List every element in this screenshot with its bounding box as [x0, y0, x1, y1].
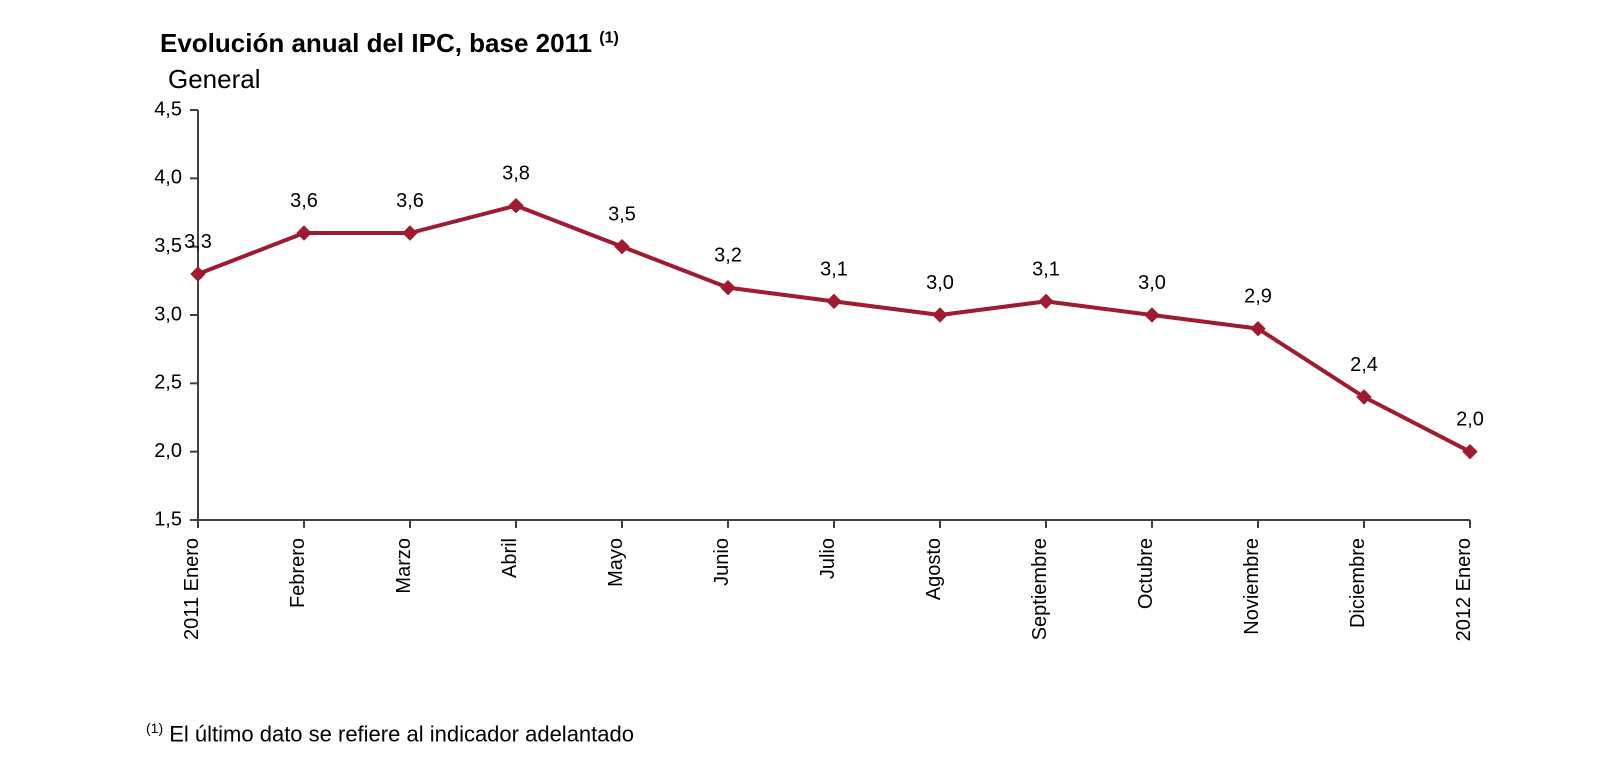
data-label: 3,1 [1032, 258, 1060, 280]
x-tick-label: Febrero [287, 538, 309, 608]
data-marker [721, 281, 735, 295]
y-tick-label: 2,5 [154, 372, 182, 394]
x-tick-label: Julio [817, 538, 839, 579]
data-label: 3,1 [820, 258, 848, 280]
x-tick-label: Abril [499, 538, 521, 578]
data-label: 3,0 [926, 272, 954, 294]
y-tick-label: 4,0 [154, 167, 182, 189]
x-tick-label: Marzo [393, 538, 415, 594]
data-marker [509, 199, 523, 213]
chart-title-superscript: (1) [599, 29, 619, 46]
x-tick-label: Mayo [605, 538, 627, 587]
y-tick-label: 3,0 [154, 303, 182, 325]
footnote-text: El último dato se refiere al indicador a… [169, 721, 634, 746]
chart-title-text: Evolución anual del IPC, base 2011 [160, 28, 592, 58]
y-tick-label: 2,0 [154, 440, 182, 462]
data-label: 2,4 [1350, 354, 1378, 376]
data-label: 2,0 [1456, 409, 1484, 431]
data-label: 3,2 [714, 245, 742, 267]
data-label: 3,6 [290, 190, 318, 212]
x-tick-label: Diciembre [1347, 538, 1369, 628]
data-marker [297, 226, 311, 240]
y-tick-label: 4,5 [154, 100, 182, 120]
x-tick-label: 2011 Enero [181, 538, 203, 640]
chart-subtitle: General [168, 64, 261, 95]
chart-title: Evolución anual del IPC, base 2011 (1) [160, 28, 619, 59]
data-marker [615, 240, 629, 254]
x-tick-label: Septiembre [1029, 538, 1051, 640]
data-label: 3,5 [608, 204, 636, 226]
line-chart: 1,5 2,0 2,5 3,0 3,5 4,0 4,5 2011 Enero Febrero Ma… [110, 100, 1520, 700]
data-marker [1145, 308, 1159, 322]
data-marker [403, 226, 417, 240]
data-label: 3,6 [396, 190, 424, 212]
data-label: 3,3 [184, 231, 212, 253]
x-tick-label: Agosto [923, 538, 945, 600]
y-tick-label: 3,5 [154, 235, 182, 257]
data-label: 3,0 [1138, 272, 1166, 294]
x-tick-label: Noviembre [1241, 538, 1263, 635]
data-label: 3,8 [502, 163, 530, 185]
data-marker [827, 294, 841, 308]
x-tick-label: 2012 Enero [1453, 538, 1475, 641]
data-label: 2,9 [1244, 286, 1272, 308]
data-marker [933, 308, 947, 322]
footnote-superscript: (1) [146, 720, 163, 736]
y-tick-label: 1,5 [154, 508, 182, 530]
data-marker [191, 267, 205, 281]
x-tick-label: Junio [711, 538, 733, 586]
chart-footnote: (1) El último dato se refiere al indicad… [146, 720, 634, 747]
data-marker [1463, 445, 1477, 459]
x-tick-label: Octubre [1135, 538, 1157, 609]
chart-container: Evolución anual del IPC, base 2011 (1) G… [0, 0, 1600, 768]
series-line [198, 206, 1470, 452]
data-marker [1039, 294, 1053, 308]
